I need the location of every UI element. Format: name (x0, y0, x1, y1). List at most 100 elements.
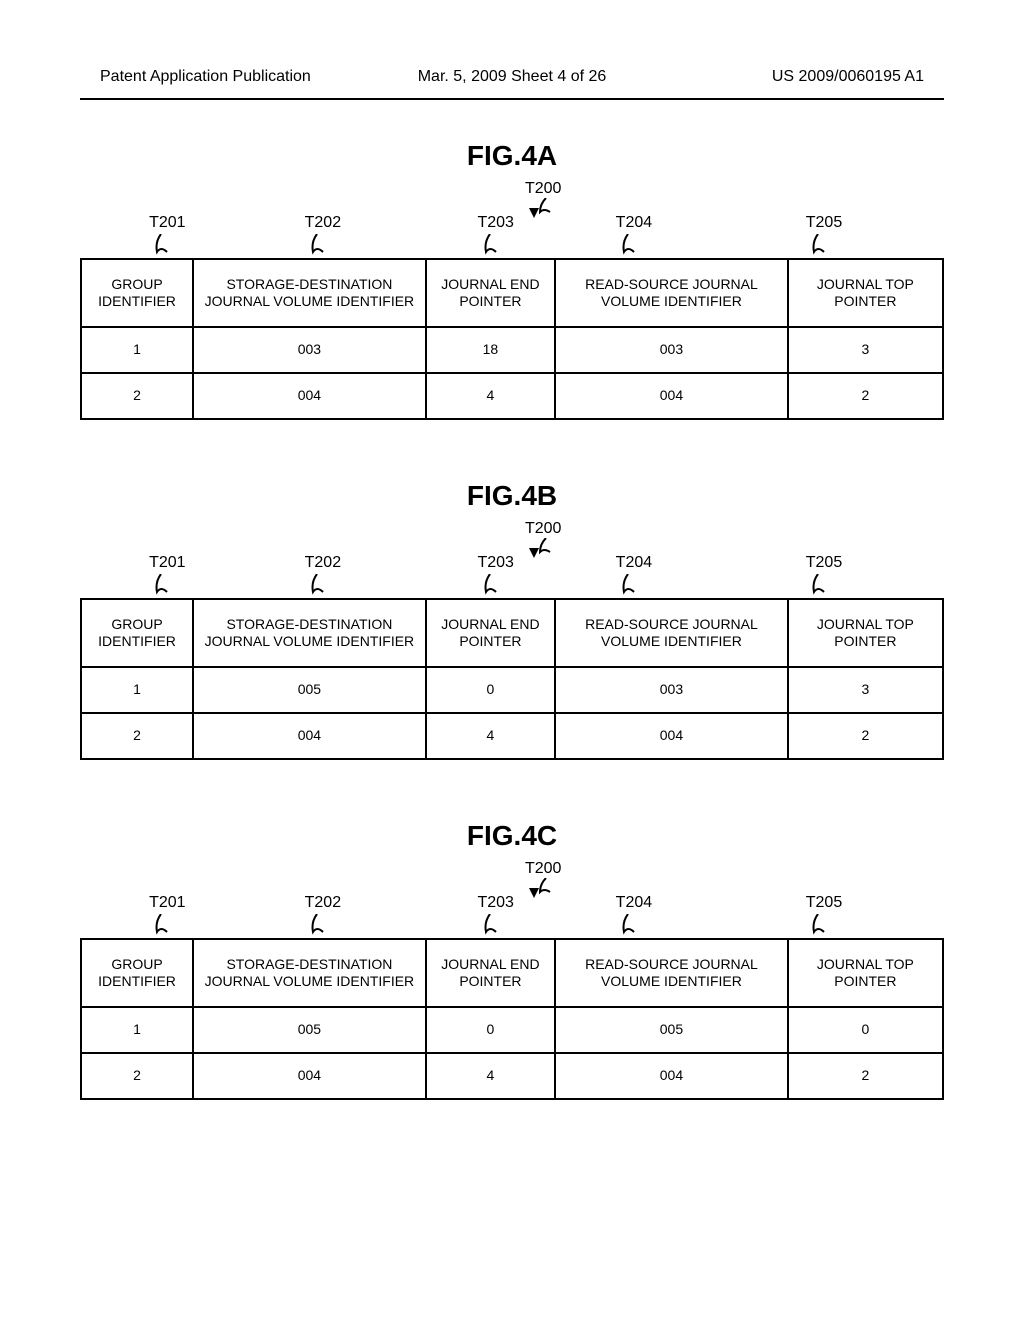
callout-t200: T200 (525, 860, 561, 878)
t201-hook-icon (153, 234, 169, 254)
cell: 003 (193, 327, 426, 373)
col-header-read-source: READ-SOURCE JOURNAL VOLUME IDENTIFIER (555, 599, 788, 667)
cell: 2 (81, 373, 193, 419)
cell: 004 (193, 713, 426, 759)
callout-row: T200 T201 T202 T203 T204 T205 (80, 520, 944, 598)
figure-title: FIG.4A (80, 140, 944, 172)
callout-row: T200 T201 T202 T203 T204 T205 (80, 180, 944, 258)
callout-t203: T203 (477, 894, 513, 912)
page-header: Patent Application Publication Mar. 5, 2… (0, 0, 1024, 94)
callout-t201: T201 (149, 554, 185, 572)
callout-t200: T200 (525, 180, 561, 198)
cell: 2 (788, 1053, 943, 1099)
t202-hook-icon (309, 234, 325, 254)
callout-t204: T204 (616, 214, 652, 232)
table-row: 2 004 4 004 2 (81, 713, 943, 759)
cell: 003 (555, 327, 788, 373)
cell: 2 (788, 713, 943, 759)
cell: 004 (193, 1053, 426, 1099)
figure-title: FIG.4C (80, 820, 944, 852)
header-right: US 2009/0060195 A1 (772, 68, 924, 86)
cell: 2 (81, 1053, 193, 1099)
t201-hook-icon (153, 574, 169, 594)
cell: 005 (193, 667, 426, 713)
t204-hook-icon (620, 914, 636, 934)
cell: 3 (788, 327, 943, 373)
cell: 1 (81, 327, 193, 373)
t204-hook-icon (620, 234, 636, 254)
cell: 0 (426, 1007, 555, 1053)
table-row: 2 004 4 004 2 (81, 373, 943, 419)
cell: 0 (426, 667, 555, 713)
cell: 004 (555, 373, 788, 419)
cell: 005 (193, 1007, 426, 1053)
t202-hook-icon (309, 574, 325, 594)
table-fig4c: GROUP IDENTIFIER STORAGE-DESTINATION JOU… (80, 938, 944, 1100)
t200-hook-icon (538, 198, 554, 218)
callout-t204: T204 (616, 554, 652, 572)
cell: 003 (555, 667, 788, 713)
table-header-row: GROUP IDENTIFIER STORAGE-DESTINATION JOU… (81, 599, 943, 667)
cell: 0 (788, 1007, 943, 1053)
table-header-row: GROUP IDENTIFIER STORAGE-DESTINATION JOU… (81, 939, 943, 1007)
header-left: Patent Application Publication (100, 68, 311, 86)
callout-t205: T205 (806, 554, 842, 572)
col-header-top-pointer: JOURNAL TOP POINTER (788, 599, 943, 667)
t200-hook-icon (538, 538, 554, 558)
col-header-top-pointer: JOURNAL TOP POINTER (788, 939, 943, 1007)
figure-4c: FIG.4C T200 T201 T202 T203 T204 T205 GRO… (80, 820, 944, 1100)
t200-hook-icon (538, 878, 554, 898)
cell: 4 (426, 373, 555, 419)
cell: 004 (555, 1053, 788, 1099)
col-header-end-pointer: JOURNAL END POINTER (426, 599, 555, 667)
t205-hook-icon (810, 234, 826, 254)
figure-title: FIG.4B (80, 480, 944, 512)
col-header-storage-dest: STORAGE-DESTINATION JOURNAL VOLUME IDENT… (193, 259, 426, 327)
col-header-read-source: READ-SOURCE JOURNAL VOLUME IDENTIFIER (555, 259, 788, 327)
table-header-row: GROUP IDENTIFIER STORAGE-DESTINATION JOU… (81, 259, 943, 327)
table-row: 2 004 4 004 2 (81, 1053, 943, 1099)
t203-hook-icon (482, 234, 498, 254)
col-header-group: GROUP IDENTIFIER (81, 599, 193, 667)
page-content: FIG.4A T200 T201 T202 T203 T204 T205 GRO… (0, 100, 1024, 1100)
callout-t201: T201 (149, 894, 185, 912)
table-row: 1 005 0 003 3 (81, 667, 943, 713)
figure-4b: FIG.4B T200 T201 T202 T203 T204 T205 GRO… (80, 480, 944, 760)
cell: 1 (81, 667, 193, 713)
t204-hook-icon (620, 574, 636, 594)
callout-t204: T204 (616, 894, 652, 912)
callout-t203: T203 (477, 554, 513, 572)
cell: 004 (193, 373, 426, 419)
callout-t205: T205 (806, 894, 842, 912)
callout-row: T200 T201 T202 T203 T204 T205 (80, 860, 944, 938)
callout-t205: T205 (806, 214, 842, 232)
callout-t201: T201 (149, 214, 185, 232)
col-header-group: GROUP IDENTIFIER (81, 259, 193, 327)
figure-4a: FIG.4A T200 T201 T202 T203 T204 T205 GRO… (80, 140, 944, 420)
t205-hook-icon (810, 914, 826, 934)
col-header-storage-dest: STORAGE-DESTINATION JOURNAL VOLUME IDENT… (193, 939, 426, 1007)
cell: 2 (81, 713, 193, 759)
header-center: Mar. 5, 2009 Sheet 4 of 26 (418, 68, 607, 86)
callout-t203: T203 (477, 214, 513, 232)
cell: 004 (555, 713, 788, 759)
cell: 4 (426, 713, 555, 759)
col-header-group: GROUP IDENTIFIER (81, 939, 193, 1007)
cell: 18 (426, 327, 555, 373)
cell: 005 (555, 1007, 788, 1053)
t201-hook-icon (153, 914, 169, 934)
cell: 3 (788, 667, 943, 713)
callout-t202: T202 (305, 554, 341, 572)
callout-t202: T202 (305, 214, 341, 232)
col-header-top-pointer: JOURNAL TOP POINTER (788, 259, 943, 327)
table-row: 1 003 18 003 3 (81, 327, 943, 373)
table-fig4a: GROUP IDENTIFIER STORAGE-DESTINATION JOU… (80, 258, 944, 420)
t203-hook-icon (482, 574, 498, 594)
t205-hook-icon (810, 574, 826, 594)
t203-hook-icon (482, 914, 498, 934)
t202-hook-icon (309, 914, 325, 934)
col-header-read-source: READ-SOURCE JOURNAL VOLUME IDENTIFIER (555, 939, 788, 1007)
callout-t202: T202 (305, 894, 341, 912)
cell: 4 (426, 1053, 555, 1099)
table-row: 1 005 0 005 0 (81, 1007, 943, 1053)
